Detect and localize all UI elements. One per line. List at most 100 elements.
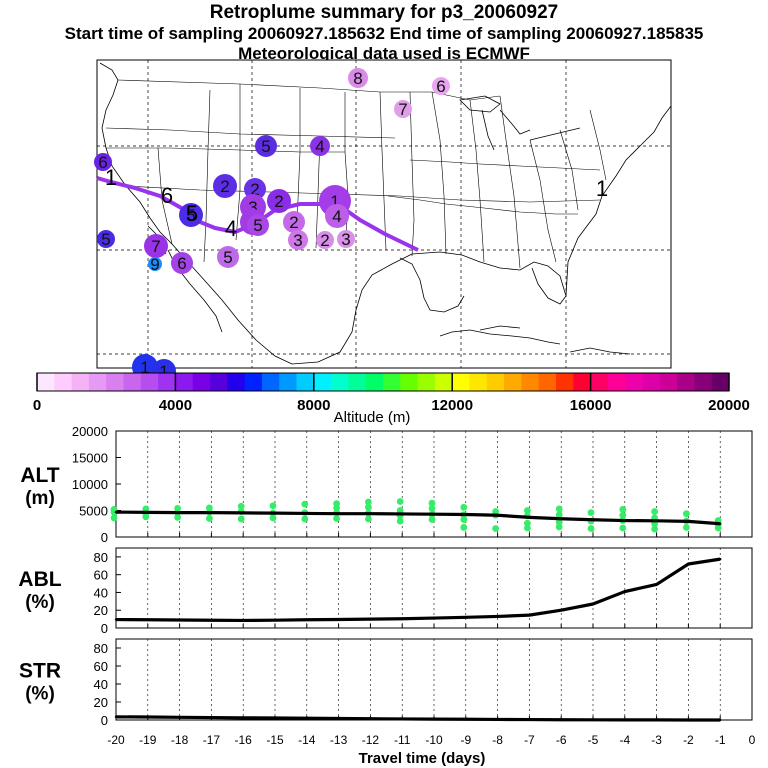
- series-line: [115, 510, 721, 526]
- series-point: [305, 717, 308, 720]
- path-label: 5: [186, 201, 198, 226]
- scatter-point: [333, 500, 340, 508]
- map-marker: 6: [432, 77, 450, 96]
- map-marker: 3: [288, 230, 308, 250]
- scatter-point: [555, 505, 563, 513]
- scatter-point: [587, 509, 595, 517]
- colorbar-swatch: [348, 373, 367, 391]
- map-marker-dot: [288, 230, 308, 250]
- map-marker-label: 2: [320, 231, 329, 250]
- y-tick-label: 15000: [72, 451, 108, 466]
- x-tick-label: -1: [715, 733, 726, 747]
- y-tick-label: 0: [101, 713, 108, 728]
- time-series-panels: 05000100001500020000ALT(m)020406080ABL(%…: [18, 424, 755, 767]
- scatter-point: [333, 515, 340, 522]
- y-tick-label: 80: [94, 641, 108, 656]
- panel-ylabel: ABL: [18, 568, 61, 591]
- series-point: [496, 615, 499, 618]
- map-marker: 2: [267, 189, 291, 213]
- colorbar-label: Altitude (m): [334, 409, 411, 426]
- series-point: [146, 511, 149, 514]
- y-tick-label: 40: [94, 585, 108, 600]
- x-axis-label: Travel time (days): [359, 750, 486, 767]
- map-marker-dot: [394, 100, 412, 118]
- map-marker: 9: [148, 255, 162, 274]
- map-marker-dot: [432, 77, 450, 95]
- series-point: [337, 512, 340, 515]
- colorbar-swatch: [123, 373, 142, 391]
- series-line: [115, 715, 721, 722]
- scatter-point: [301, 515, 309, 523]
- x-tick-label: -15: [266, 733, 284, 747]
- map-marker: 6: [171, 252, 193, 274]
- colorbar-tick-label: 8000: [297, 397, 330, 414]
- series-point: [464, 718, 467, 721]
- map-marker-dot: [267, 189, 291, 213]
- colorbar-swatch: [54, 373, 73, 391]
- colorbar-swatch: [573, 373, 592, 391]
- y-tick-label: 60: [94, 568, 108, 583]
- x-tick-label: -16: [235, 733, 253, 747]
- map-marker-label: 2: [289, 213, 298, 232]
- map-marker-label: 2: [220, 177, 229, 196]
- colorbar-swatch: [677, 373, 695, 391]
- map-marker-label: 2: [250, 180, 259, 199]
- scatter-point: [365, 515, 372, 523]
- series-point: [560, 609, 563, 612]
- map-marker: 7: [144, 234, 168, 258]
- panel-ylabel-unit: (%): [25, 592, 55, 613]
- series-point: [114, 715, 118, 719]
- series-point: [242, 619, 245, 622]
- panel-ylabel-unit: (%): [25, 684, 55, 705]
- series-point: [432, 717, 436, 721]
- colorbar-tick-label: 16000: [570, 397, 612, 414]
- y-tick-label: 20000: [72, 424, 108, 439]
- scatter-point: [428, 504, 436, 512]
- series-point: [273, 716, 277, 720]
- panel-ylabel: ALT: [20, 464, 59, 487]
- panel-alt: 0 5000 10000 15000 20000 ALT(m): [20, 424, 753, 545]
- series-point: [687, 562, 690, 566]
- scatter-point: [237, 502, 245, 510]
- scatter-point: [396, 517, 404, 525]
- x-tick-label: -7: [524, 733, 535, 747]
- colorbar-swatch: [227, 373, 246, 391]
- colorbar-swatch: [417, 373, 436, 391]
- series-point: [210, 511, 213, 514]
- series-point: [719, 557, 722, 561]
- series-point: [146, 715, 149, 719]
- map-marker-dot: [179, 203, 203, 227]
- y-tick-label: 0: [101, 530, 108, 545]
- colorbar-swatch: [71, 373, 90, 391]
- y-tick-label: 40: [94, 677, 108, 692]
- map-marker-dot: [97, 230, 115, 248]
- map-marker-dot: [283, 211, 305, 233]
- series-point: [687, 520, 690, 523]
- colorbar-swatch: [607, 373, 626, 391]
- map-marker-label: 7: [398, 100, 407, 119]
- scatter-point: [619, 511, 627, 519]
- map-marker-label: 5: [101, 230, 110, 249]
- series-point: [146, 618, 149, 621]
- x-tick-label: -19: [139, 733, 157, 747]
- scatter-point: [174, 513, 182, 521]
- series-point: [114, 618, 118, 621]
- x-tick-label: -13: [330, 733, 348, 747]
- scatter-point: [269, 514, 277, 522]
- colorbar-swatch: [37, 373, 55, 391]
- y-tick-label: 5000: [79, 504, 108, 519]
- scatter-point: [619, 506, 627, 513]
- series-point: [464, 616, 467, 619]
- series-point: [369, 512, 372, 515]
- colorbar-swatch: [538, 373, 557, 391]
- series-point: [655, 519, 658, 523]
- map-marker-dot: [316, 231, 334, 249]
- series-point: [528, 718, 531, 721]
- map-marker-label: 5: [253, 216, 262, 235]
- map-marker-label: 4: [315, 137, 324, 156]
- map-marker-label: 6: [177, 254, 186, 273]
- series-point: [401, 617, 404, 620]
- sampling-times: Start time of sampling 20060927.185632 E…: [64, 24, 704, 43]
